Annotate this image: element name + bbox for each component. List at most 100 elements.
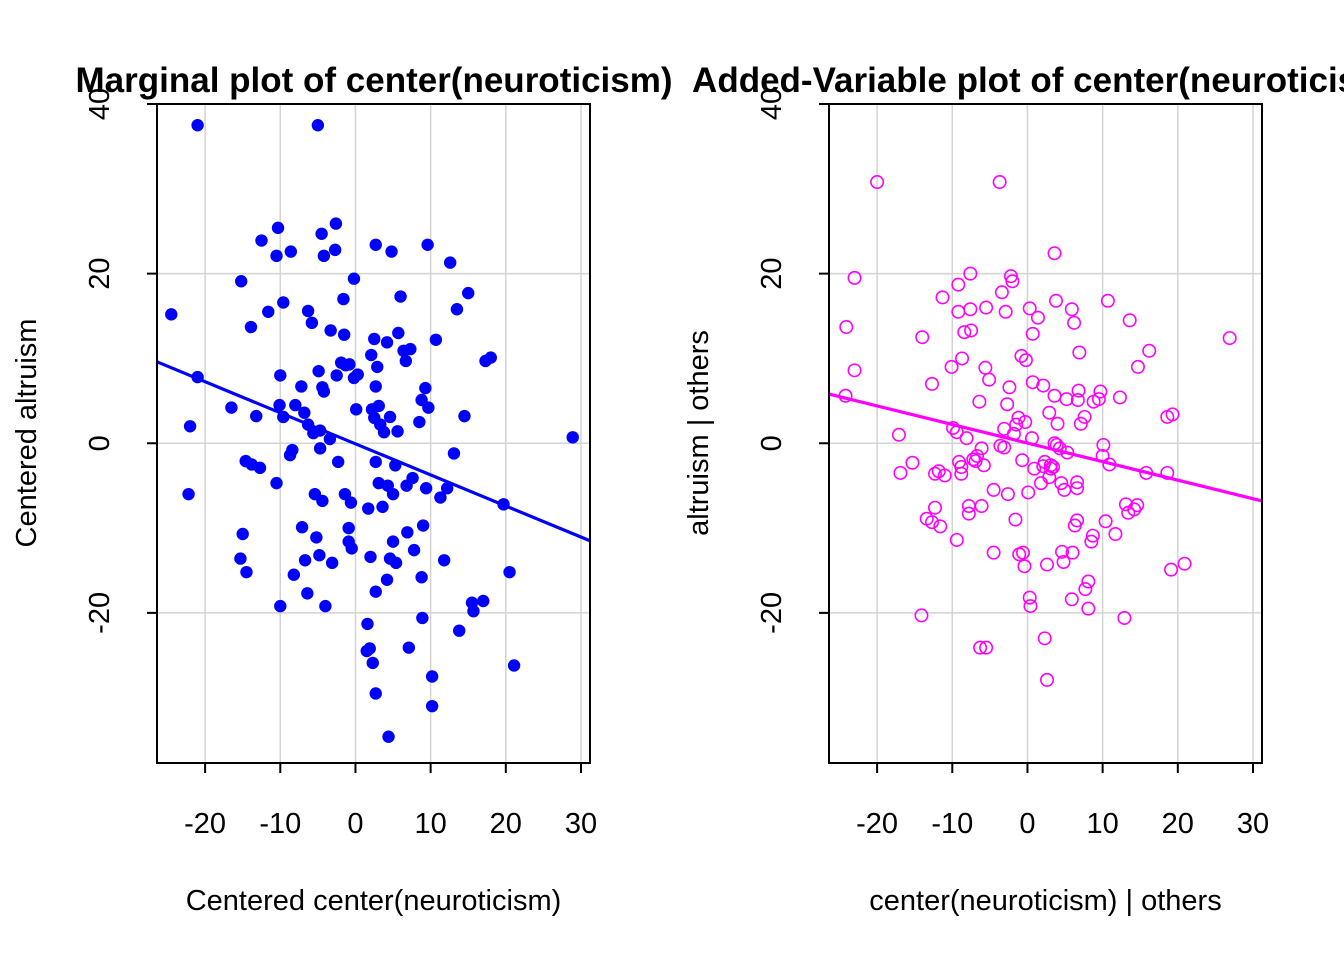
data-point [421,238,434,251]
y-axis-title: altruism | others [683,330,715,536]
data-point [477,594,490,608]
data-point [416,519,430,532]
plot-frame [828,103,1263,764]
data-point [406,471,419,485]
data-point [416,611,429,625]
data-point [957,325,972,340]
data-point [369,238,382,251]
data-point [974,441,989,456]
data-point [253,461,267,475]
data-point [270,476,283,490]
data-point [380,336,394,349]
data-point [413,415,426,429]
data-point [385,245,398,258]
data-point [376,500,389,514]
data-point [1022,301,1037,316]
data-point [407,543,421,557]
data-point [997,440,1012,455]
x-tick-label: 20 [490,808,522,840]
data-point [870,175,885,190]
data-point [1072,345,1087,360]
data-point [976,458,991,473]
data-point [1054,476,1069,491]
data-point [1127,502,1142,517]
data-point [313,442,327,455]
data-point [289,398,302,412]
data-point [847,363,862,378]
data-point [450,303,464,316]
data-point [1177,556,1192,571]
data-point [244,320,258,334]
data-point [447,447,461,460]
plot-frame [156,103,591,764]
data-point [1085,528,1100,543]
data-point [891,427,906,442]
data-point [399,354,413,368]
data-point [312,364,325,378]
data-point [1043,461,1058,476]
y-axis: -20 0 20 40 [756,88,829,634]
data-point [298,406,311,419]
data-point [998,304,1013,319]
data-point [994,285,1009,300]
data-point [262,305,275,318]
data-point [317,249,331,263]
x-tick-label: 10 [1086,808,1118,840]
data-point [1030,310,1045,325]
data-point [383,410,397,424]
data-point [371,360,384,374]
data-point [443,256,457,269]
data-point [986,545,1001,560]
data-point [937,468,952,483]
data-point [1014,348,1029,363]
data-point [462,286,475,300]
data-point [363,642,376,655]
data-point [1036,378,1051,393]
data-point [392,326,405,340]
y-tick-label: 0 [756,435,788,451]
data-point [979,300,994,315]
y-tick-label: 40 [756,88,788,120]
data-point [839,320,854,335]
x-tick-label: -10 [259,808,301,840]
y-tick-label: 40 [84,88,116,120]
data-point [225,401,238,414]
data-point [1011,410,1026,425]
data-point [350,403,363,416]
data-point [972,394,987,409]
data-point [1005,274,1020,289]
data-point [1070,481,1085,496]
data-point [250,409,263,423]
data-point [315,227,328,240]
data-point [1164,562,1179,577]
data-point [344,496,358,509]
data-point [951,277,966,292]
data-point [311,119,325,132]
data-point [317,385,331,398]
data-point [368,332,381,346]
x-tick-label: 10 [414,808,446,840]
data-point [273,398,286,412]
data-point [274,599,287,613]
data-point [361,617,374,631]
data-point [328,243,342,257]
data-point [986,482,1001,497]
data-point [345,542,358,555]
data-point [1027,461,1042,476]
data-point [1081,601,1096,616]
x-tick-label: 0 [347,808,363,840]
data-point [369,380,382,393]
data-point [978,360,993,375]
data-point [301,304,315,318]
data-point [429,333,443,346]
data-point [270,249,283,263]
data-point [316,494,329,508]
data-point [369,455,382,469]
data-point [927,500,942,515]
x-tick-label: -20 [184,808,226,840]
data-point [949,532,964,547]
data-point [240,565,253,579]
data-point [1047,388,1062,403]
data-point [992,175,1007,190]
data-points [165,119,579,743]
